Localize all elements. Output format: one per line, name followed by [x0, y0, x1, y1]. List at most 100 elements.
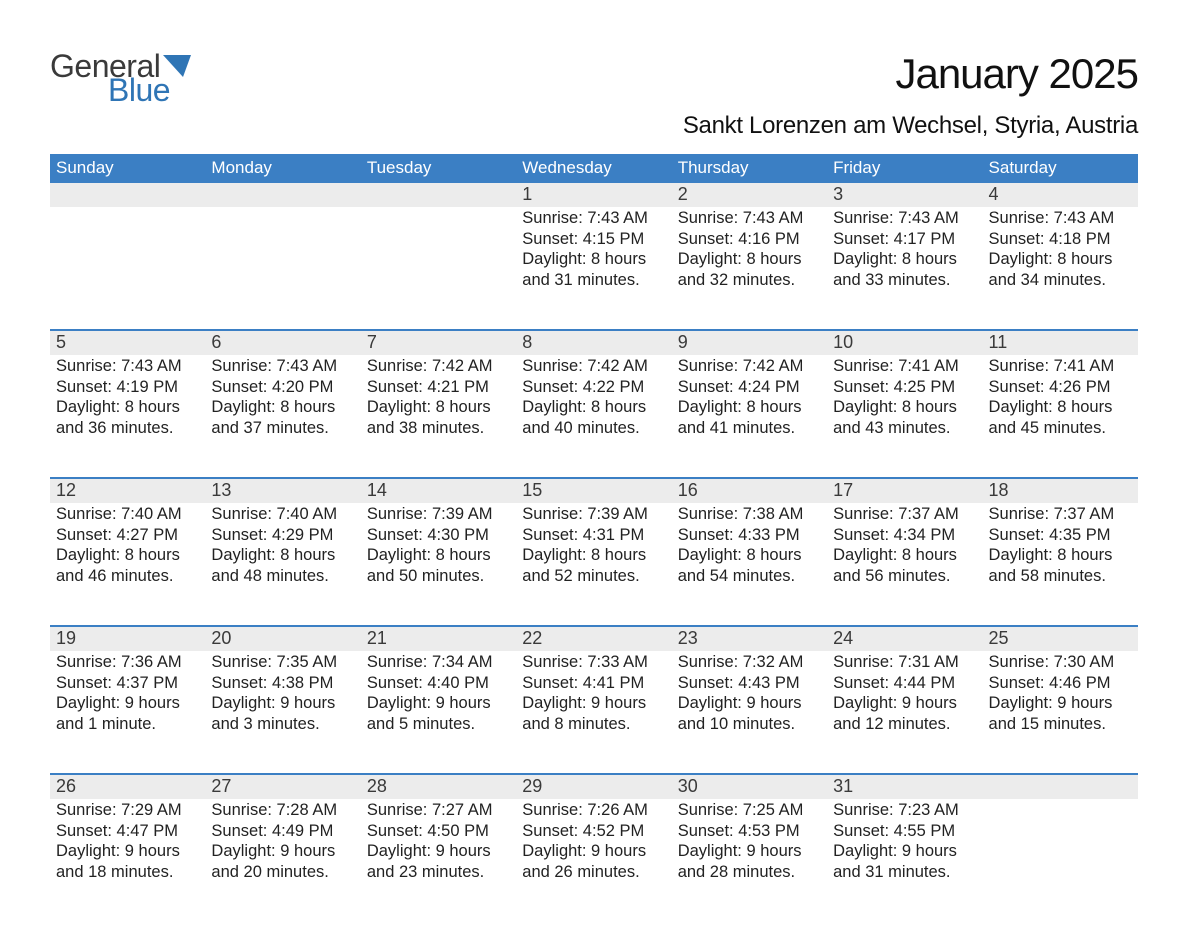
sunrise-line: Sunrise: 7:42 AM	[367, 356, 510, 377]
day-details: Sunrise: 7:37 AMSunset: 4:35 PMDaylight:…	[983, 503, 1138, 591]
daylight-line-2: and 3 minutes.	[211, 714, 354, 735]
day-number: 1	[516, 183, 671, 207]
day-details: Sunrise: 7:42 AMSunset: 4:24 PMDaylight:…	[672, 355, 827, 443]
daylight-line-1: Daylight: 8 hours	[56, 397, 199, 418]
day-cell-empty	[50, 183, 205, 311]
sunrise-line: Sunrise: 7:43 AM	[833, 208, 976, 229]
day-details: Sunrise: 7:43 AMSunset: 4:16 PMDaylight:…	[672, 207, 827, 295]
sunrise-line: Sunrise: 7:40 AM	[211, 504, 354, 525]
day-number: 12	[50, 479, 205, 503]
week-row: 1 Sunrise: 7:43 AM Sunset: 4:15 PM Daylight…	[50, 183, 1138, 311]
sunset-line: Sunset: 4:53 PM	[678, 821, 821, 842]
sunset-line: Sunset: 4:20 PM	[211, 377, 354, 398]
sunset-line: Sunset: 4:17 PM	[833, 229, 976, 250]
daylight-line-2: and 46 minutes.	[56, 566, 199, 587]
day-cell: 18Sunrise: 7:37 AMSunset: 4:35 PMDayligh…	[983, 479, 1138, 607]
daylight-line-1: Daylight: 8 hours	[367, 545, 510, 566]
sunset-line: Sunset: 4:47 PM	[56, 821, 199, 842]
sunrise-line: Sunrise: 7:25 AM	[678, 800, 821, 821]
sunrise-line: Sunrise: 7:26 AM	[522, 800, 665, 821]
day-number	[361, 183, 516, 207]
daylight-line-2: and 45 minutes.	[989, 418, 1132, 439]
sunrise-line: Sunrise: 7:34 AM	[367, 652, 510, 673]
daylight-line-1: Daylight: 9 hours	[522, 693, 665, 714]
day-details: Sunrise: 7:29 AMSunset: 4:47 PMDaylight:…	[50, 799, 205, 887]
day-number	[50, 183, 205, 207]
daylight-line-1: Daylight: 9 hours	[833, 841, 976, 862]
day-cell: 17Sunrise: 7:37 AMSunset: 4:34 PMDayligh…	[827, 479, 982, 607]
sunrise-line: Sunrise: 7:42 AM	[678, 356, 821, 377]
daylight-line-1: Daylight: 8 hours	[211, 397, 354, 418]
daylight-line-2: and 23 minutes.	[367, 862, 510, 883]
sunset-line: Sunset: 4:41 PM	[522, 673, 665, 694]
day-details: Sunrise: 7:37 AMSunset: 4:34 PMDaylight:…	[827, 503, 982, 591]
day-cell: 24Sunrise: 7:31 AMSunset: 4:44 PMDayligh…	[827, 627, 982, 755]
sunrise-line: Sunrise: 7:43 AM	[56, 356, 199, 377]
sunrise-line: Sunrise: 7:38 AM	[678, 504, 821, 525]
week-row: 12Sunrise: 7:40 AMSunset: 4:27 PMDayligh…	[50, 479, 1138, 607]
daylight-line-1: Daylight: 9 hours	[56, 693, 199, 714]
sunset-line: Sunset: 4:29 PM	[211, 525, 354, 546]
sunset-line: Sunset: 4:15 PM	[522, 229, 665, 250]
day-details: Sunrise: 7:31 AMSunset: 4:44 PMDaylight:…	[827, 651, 982, 739]
daylight-line-2: and 36 minutes.	[56, 418, 199, 439]
day-number: 4	[983, 183, 1138, 207]
dow-header-cell: Thursday	[672, 154, 827, 183]
day-number: 22	[516, 627, 671, 651]
daylight-line-2: and 5 minutes.	[367, 714, 510, 735]
daylight-line-1: Daylight: 8 hours	[367, 397, 510, 418]
day-cell: 30Sunrise: 7:25 AMSunset: 4:53 PMDayligh…	[672, 775, 827, 903]
sunset-line: Sunset: 4:26 PM	[989, 377, 1132, 398]
sunset-line: Sunset: 4:38 PM	[211, 673, 354, 694]
daylight-line-1: Daylight: 8 hours	[678, 249, 821, 270]
daylight-line-2: and 38 minutes.	[367, 418, 510, 439]
sunset-line: Sunset: 4:43 PM	[678, 673, 821, 694]
sunrise-line: Sunrise: 7:27 AM	[367, 800, 510, 821]
week-row: 5Sunrise: 7:43 AMSunset: 4:19 PMDaylight…	[50, 331, 1138, 459]
sunset-line: Sunset: 4:50 PM	[367, 821, 510, 842]
daylight-line-1: Daylight: 8 hours	[522, 397, 665, 418]
daylight-line-2: and 33 minutes.	[833, 270, 976, 291]
sunrise-line: Sunrise: 7:39 AM	[367, 504, 510, 525]
day-cell: 8Sunrise: 7:42 AMSunset: 4:22 PMDaylight…	[516, 331, 671, 459]
daylight-line-2: and 26 minutes.	[522, 862, 665, 883]
dow-header-cell: Monday	[205, 154, 360, 183]
day-number: 6	[205, 331, 360, 355]
sunset-line: Sunset: 4:44 PM	[833, 673, 976, 694]
sunset-line: Sunset: 4:25 PM	[833, 377, 976, 398]
day-number: 18	[983, 479, 1138, 503]
daylight-line-2: and 58 minutes.	[989, 566, 1132, 587]
sunset-line: Sunset: 4:27 PM	[56, 525, 199, 546]
sunset-line: Sunset: 4:31 PM	[522, 525, 665, 546]
daylight-line-2: and 10 minutes.	[678, 714, 821, 735]
daylight-line-2: and 37 minutes.	[211, 418, 354, 439]
day-number: 29	[516, 775, 671, 799]
daylight-line-2: and 43 minutes.	[833, 418, 976, 439]
day-number: 13	[205, 479, 360, 503]
page: General Blue January 2025 Sankt Lorenzen…	[0, 0, 1188, 943]
day-number	[983, 775, 1138, 799]
sunrise-line: Sunrise: 7:39 AM	[522, 504, 665, 525]
day-number: 15	[516, 479, 671, 503]
day-cell: 3Sunrise: 7:43 AMSunset: 4:17 PMDaylight…	[827, 183, 982, 311]
brand-word2: Blue	[108, 74, 191, 106]
daylight-line-2: and 31 minutes.	[833, 862, 976, 883]
day-details: Sunrise: 7:39 AMSunset: 4:31 PMDaylight:…	[516, 503, 671, 591]
day-number: 3	[827, 183, 982, 207]
sunrise-line: Sunrise: 7:43 AM	[211, 356, 354, 377]
sunrise-line: Sunrise: 7:43 AM	[989, 208, 1132, 229]
daylight-line-1: Daylight: 8 hours	[56, 545, 199, 566]
day-number	[205, 183, 360, 207]
sunset-line: Sunset: 4:55 PM	[833, 821, 976, 842]
day-details: Sunrise: 7:36 AMSunset: 4:37 PMDaylight:…	[50, 651, 205, 739]
day-number: 2	[672, 183, 827, 207]
daylight-line-1: Daylight: 9 hours	[367, 841, 510, 862]
sunset-line: Sunset: 4:35 PM	[989, 525, 1132, 546]
header: General Blue January 2025 Sankt Lorenzen…	[50, 50, 1138, 140]
page-subtitle: Sankt Lorenzen am Wechsel, Styria, Austr…	[683, 112, 1138, 140]
day-cell: 15Sunrise: 7:39 AMSunset: 4:31 PMDayligh…	[516, 479, 671, 607]
daylight-line-2: and 20 minutes.	[211, 862, 354, 883]
daylight-line-1: Daylight: 8 hours	[989, 249, 1132, 270]
calendar-grid: SundayMondayTuesdayWednesdayThursdayFrid…	[50, 154, 1138, 903]
day-number: 25	[983, 627, 1138, 651]
